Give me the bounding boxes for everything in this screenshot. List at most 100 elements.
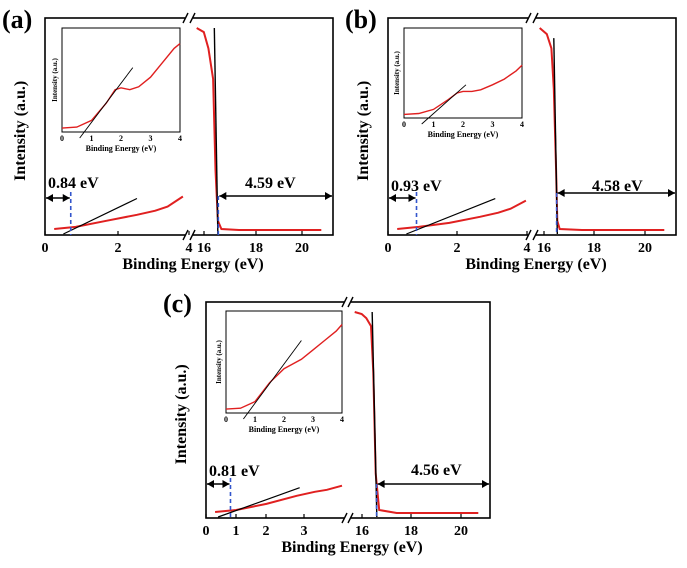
- panel-b: 0 2 4 16 18 20 Binding Energy (eV) Intensity (a…: [345, 5, 677, 273]
- panel-label: (b): [345, 5, 377, 34]
- inset-frame: [225, 310, 343, 414]
- cutoff-arrow-head: [325, 192, 332, 200]
- cutoff-arrow-head: [219, 192, 227, 200]
- inset-fit-line: [243, 340, 302, 420]
- panel-c: 0 1 2 3 16 18 20 Binding Energy (eV) Intensity (…: [163, 289, 491, 556]
- inset-frame: [61, 27, 181, 133]
- x-axis-label: Binding Energy (eV): [465, 256, 606, 273]
- panel-label: (c): [163, 289, 192, 318]
- x-tick-label: 20: [454, 524, 468, 539]
- low-gap-arrow-head: [207, 480, 214, 488]
- cutoff-fit-line: [213, 27, 219, 235]
- inset-y-label: Intensity (a.u.): [51, 57, 59, 101]
- panel-label: (a): [2, 5, 32, 34]
- low-gap-arrow-head: [389, 194, 396, 202]
- inset-tick-label: 1: [432, 120, 436, 129]
- axis-break-gap: [344, 297, 351, 307]
- y-axis-label: Intensity (a.u.): [173, 364, 190, 464]
- axis-break-mark: [532, 12, 539, 24]
- x-tick-label: 18: [404, 524, 418, 539]
- inset-curve: [61, 43, 181, 129]
- low-gap-arrow-head: [62, 194, 70, 202]
- inset-tick-label: 0: [402, 120, 406, 129]
- x-tick-label: 1: [233, 524, 240, 539]
- inset-tick-label: 3: [311, 415, 315, 424]
- x-axis-label: Binding Energy (eV): [122, 256, 263, 273]
- cutoff-arrow-head: [482, 480, 489, 488]
- inset-fit-line: [421, 84, 467, 125]
- axis-break-mark: [347, 512, 354, 524]
- x-tick-label: 4: [186, 241, 193, 256]
- inset-curve: [225, 324, 343, 410]
- axis-break-gap: [344, 513, 351, 523]
- x-tick-label: 2: [263, 524, 270, 539]
- axis-break-mark: [189, 12, 196, 24]
- x-tick-label: 0: [385, 241, 392, 256]
- x-tick-label: 20: [295, 241, 309, 256]
- inset-tick-label: 0: [224, 415, 228, 424]
- axis-break-gap: [185, 13, 193, 23]
- axis-break-gap: [528, 13, 536, 23]
- inset-x-label: Binding Energy (eV): [86, 144, 157, 153]
- inset-curve: [403, 64, 523, 116]
- cutoff-fit-line: [371, 311, 378, 518]
- y-axis-label: Intensity (a.u.): [355, 81, 372, 181]
- inset-y-label: Intensity (a.u.): [215, 339, 223, 383]
- axis-break-mark: [182, 229, 189, 241]
- low-onset-value: 0.84 eV: [48, 175, 99, 192]
- axis-break-mark: [525, 229, 532, 241]
- cutoff-arrow-head: [557, 189, 565, 197]
- inset-tick-label: 0: [60, 134, 64, 143]
- x-tick-label: 16: [537, 241, 551, 256]
- x-axis-label: Binding Energy (eV): [281, 539, 422, 556]
- cutoff-value: 4.59 eV: [245, 175, 296, 192]
- x-tick-label: 4: [524, 241, 531, 256]
- inset-tick-label: 2: [119, 134, 123, 143]
- x-tick-label: 18: [587, 241, 601, 256]
- x-tick-label: 16: [355, 524, 369, 539]
- low-onset-value: 0.81 eV: [209, 463, 260, 480]
- axis-break-mark: [532, 229, 539, 241]
- inset-tick-label: 1: [90, 134, 94, 143]
- inset-tick-label: 2: [461, 120, 465, 129]
- cutoff-arrow-head: [377, 480, 385, 488]
- low-gap-arrow-head: [46, 194, 53, 202]
- axis-break-mark: [341, 512, 348, 524]
- cutoff-value: 4.56 eV: [411, 462, 462, 479]
- low-fit-line: [217, 487, 300, 518]
- x-tick-label: 0: [203, 524, 210, 539]
- low-energy-curve: [397, 199, 527, 230]
- x-tick-label: 2: [115, 241, 122, 256]
- x-tick-label: 3: [301, 524, 308, 539]
- low-fit-line: [63, 197, 138, 235]
- x-tick-label: 0: [42, 241, 49, 256]
- low-energy-curve: [54, 195, 184, 230]
- inset-y-label: Intensity (a.u.): [393, 50, 401, 94]
- x-tick-label: 20: [638, 241, 652, 256]
- inset-tick-label: 4: [520, 120, 524, 129]
- low-gap-arrow-head: [222, 480, 230, 488]
- x-tick-label: 16: [197, 241, 211, 256]
- axis-break-mark: [347, 296, 354, 308]
- inset-tick-label: 3: [149, 134, 153, 143]
- axis-break-mark: [341, 296, 348, 308]
- inset-frame: [403, 27, 523, 119]
- low-energy-curve: [215, 484, 343, 513]
- cutoff-curve: [539, 27, 665, 231]
- axis-break-mark: [189, 229, 196, 241]
- y-axis-label: Intensity (a.u.): [12, 81, 29, 181]
- low-gap-arrow-head: [408, 194, 416, 202]
- inset-tick-label: 1: [253, 415, 257, 424]
- cutoff-value: 4.58 eV: [592, 178, 643, 195]
- inset-x-label: Binding Energy (eV): [249, 425, 320, 434]
- inset-x-label: Binding Energy (eV): [428, 130, 499, 139]
- inset: 0 1 2 3 4 Binding Energy (eV) Intensity (a.u.): [51, 27, 182, 153]
- low-fit-line: [406, 197, 496, 235]
- inset: 0 1 2 3 4 Binding Energy (eV) Intensity (a.u.): [215, 310, 344, 434]
- inset-fit-line: [79, 67, 134, 139]
- low-onset-value: 0.93 eV: [391, 178, 442, 195]
- inset: 0 1 2 3 4 Binding Energy (eV) Intensity (a.u.): [393, 27, 524, 139]
- axis-break-gap: [528, 230, 536, 240]
